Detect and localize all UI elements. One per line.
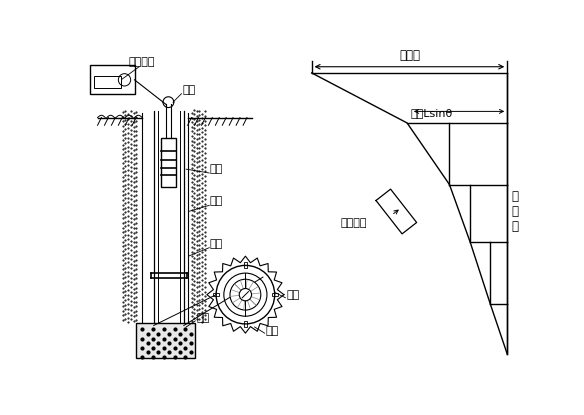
Text: 钻孔: 钻孔 [210, 196, 223, 207]
Text: 测头: 测头 [210, 164, 223, 174]
Text: 测读设备: 测读设备 [128, 57, 155, 67]
Text: 位移Lsinθ: 位移Lsinθ [411, 108, 453, 118]
Circle shape [239, 288, 252, 301]
Text: 测读间距: 测读间距 [340, 218, 367, 228]
Text: 电缆: 电缆 [182, 85, 196, 95]
Circle shape [230, 279, 261, 310]
Text: 原
准
线: 原 准 线 [512, 190, 519, 233]
Text: 导轮: 导轮 [265, 326, 279, 336]
Bar [93, 76, 121, 88]
Bar [161, 138, 176, 187]
Text: 回填: 回填 [196, 313, 210, 323]
Text: 导管: 导管 [210, 239, 223, 249]
Text: 总位移: 总位移 [399, 49, 420, 63]
Bar [136, 323, 194, 358]
Text: 导槽: 导槽 [286, 290, 300, 300]
Bar [90, 65, 134, 95]
